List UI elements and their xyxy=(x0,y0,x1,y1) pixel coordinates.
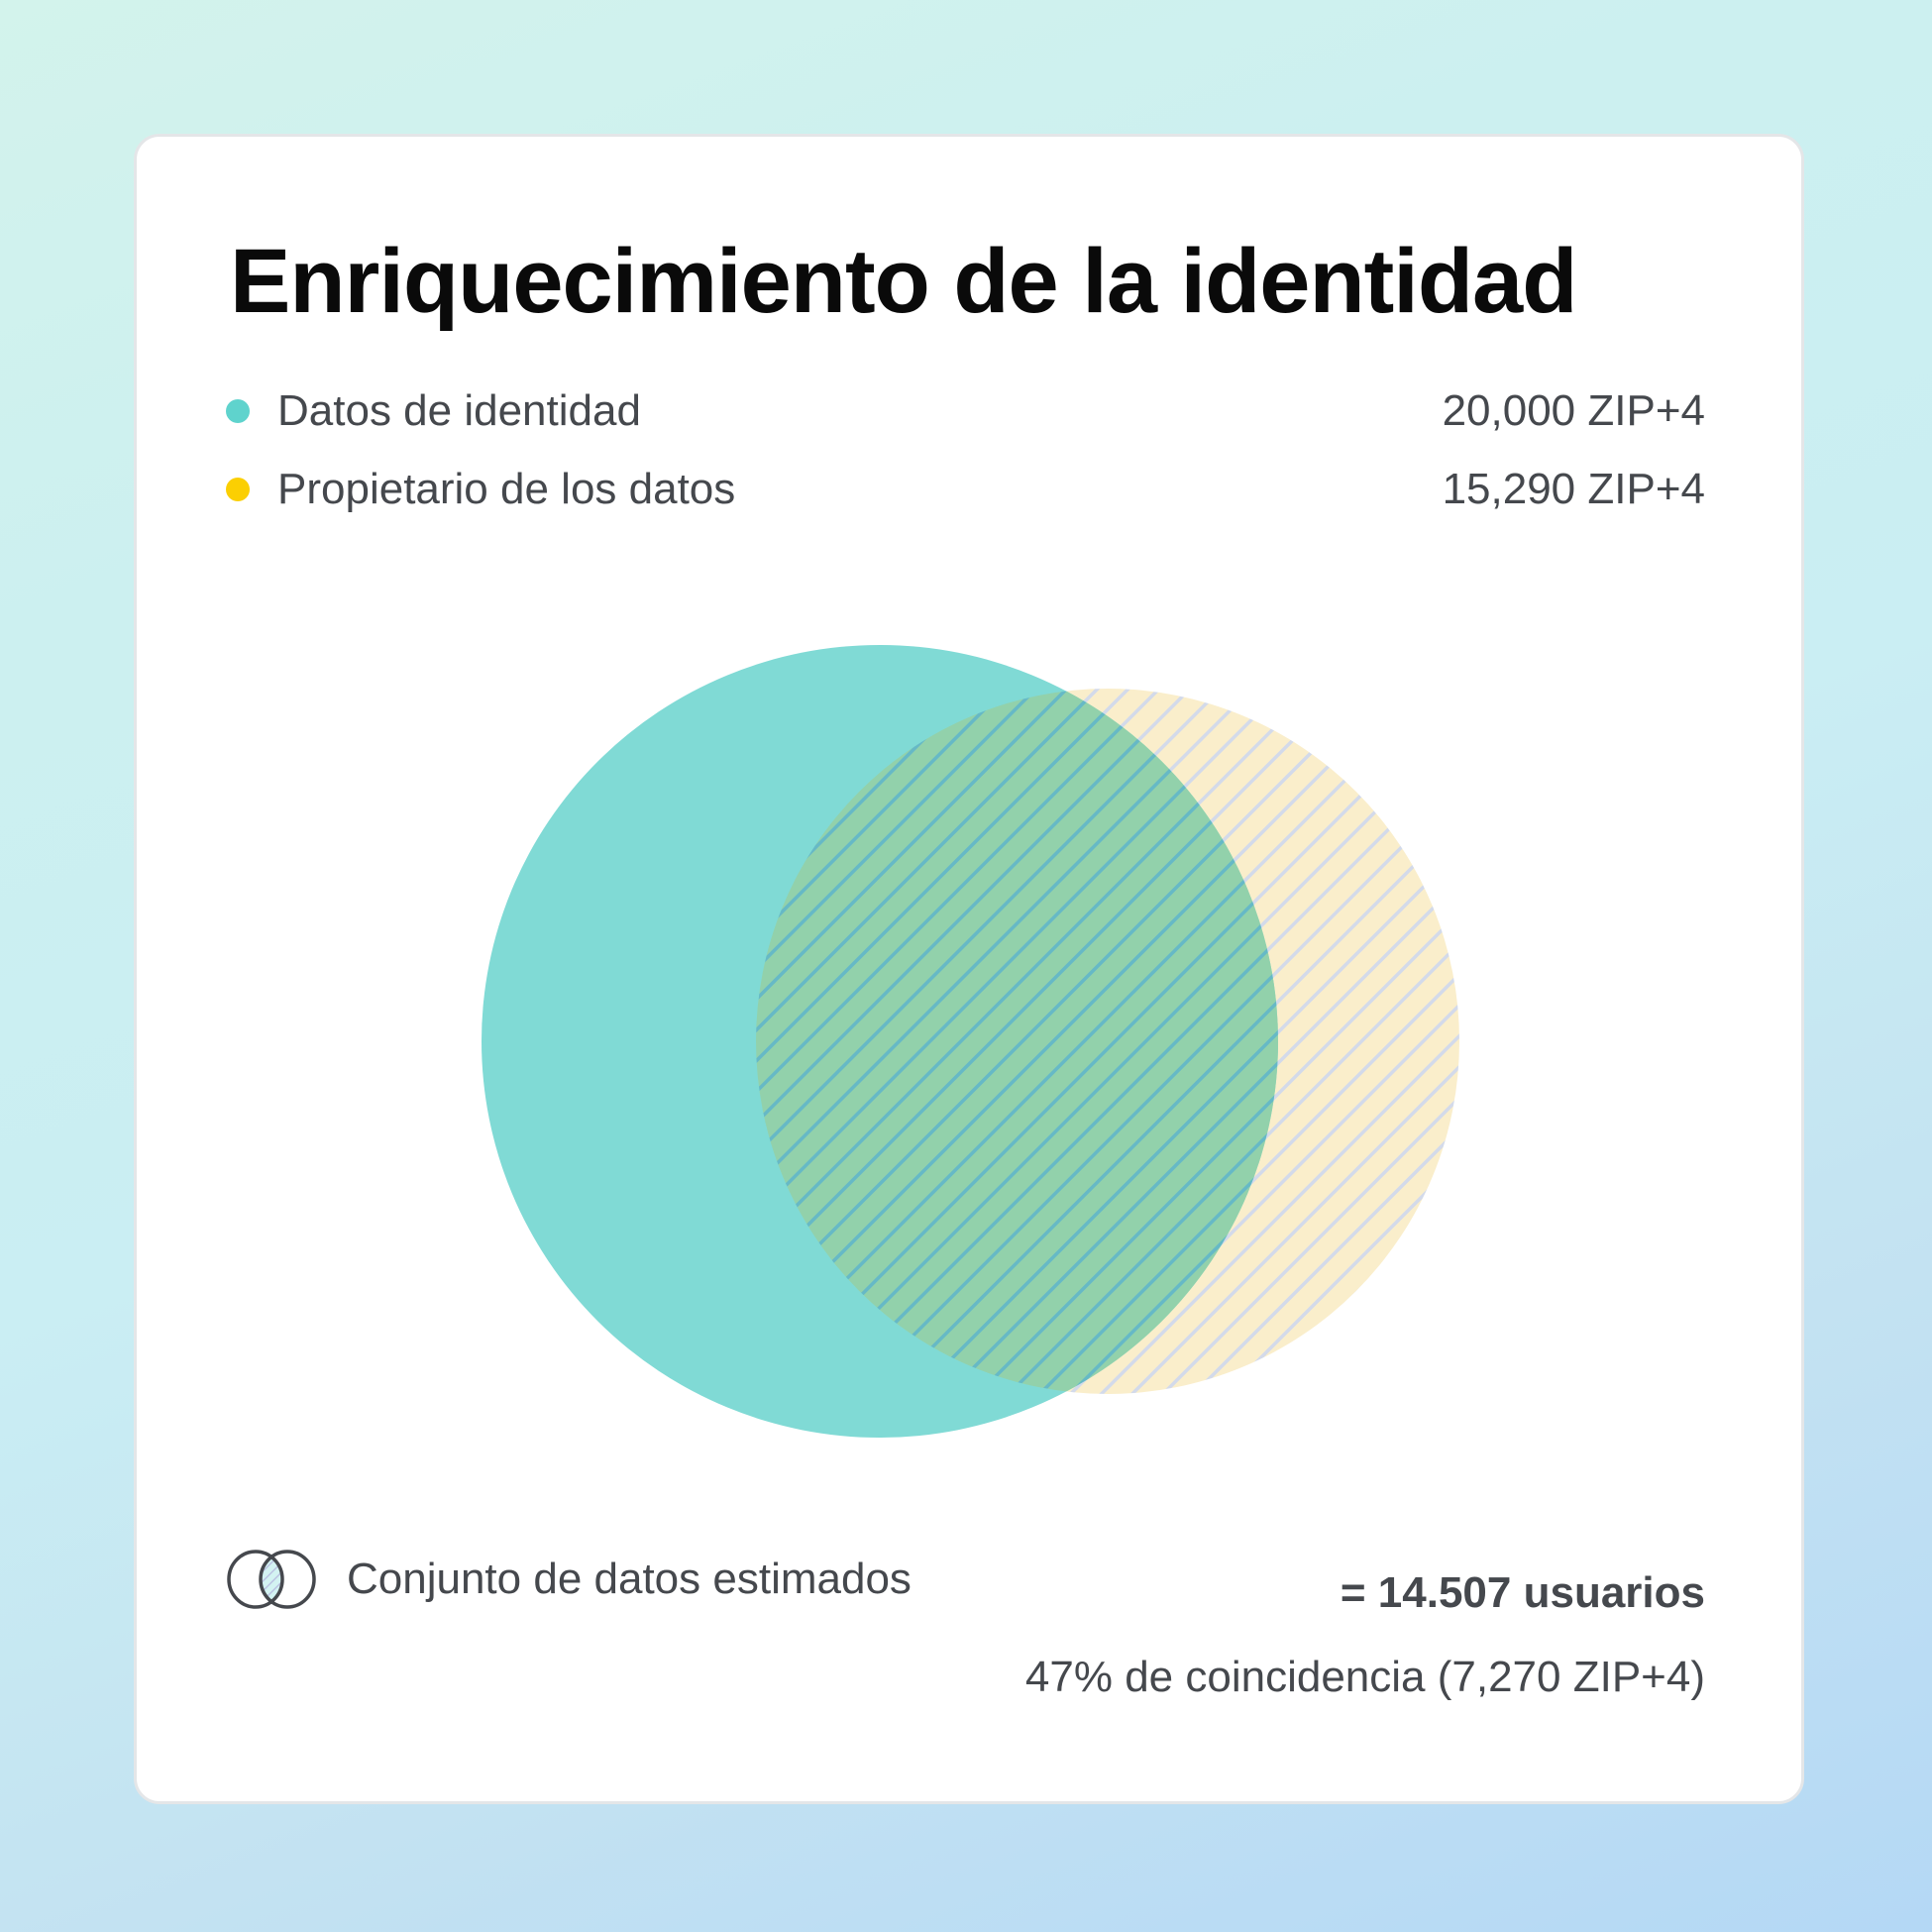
venn-card: Enriquecimiento de la identidad Datos de… xyxy=(134,134,1804,1804)
legend-value: 20,000 ZIP+4 xyxy=(1442,386,1705,435)
teal-dot-icon xyxy=(226,399,250,423)
page-title: Enriquecimiento de la identidad xyxy=(230,231,1577,332)
legend-item-identity: Datos de identidad 20,000 ZIP+4 xyxy=(226,381,1705,441)
estimated-dataset-label: Conjunto de datos estimados xyxy=(226,1549,912,1610)
overlap-percentage-note: 47% de coincidencia (7,270 ZIP+4) xyxy=(1024,1653,1705,1701)
yellow-dot-icon xyxy=(226,478,250,501)
legend-label: Datos de identidad xyxy=(277,386,641,435)
legend-item-owner: Propietario de los datos 15,290 ZIP+4 xyxy=(226,460,1705,519)
estimated-users-total: = 14.507 usuarios xyxy=(1340,1568,1705,1617)
overlap-region xyxy=(756,689,1278,1394)
venn-diagram xyxy=(482,645,1459,1438)
footer-label: Conjunto de datos estimados xyxy=(347,1555,912,1603)
venn-overlap-icon xyxy=(227,1550,316,1609)
legend-value: 15,290 ZIP+4 xyxy=(1442,465,1705,513)
legend-label: Propietario de los datos xyxy=(277,465,736,513)
